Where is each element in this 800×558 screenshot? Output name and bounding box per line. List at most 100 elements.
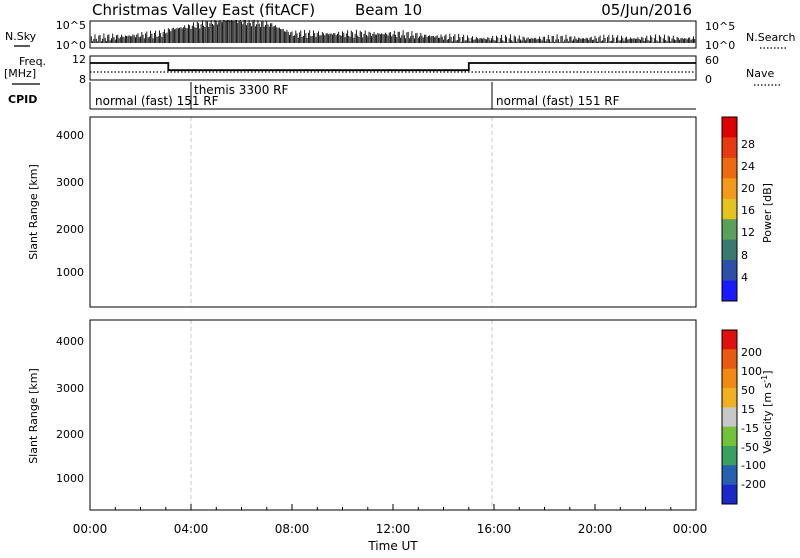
power-cb-tick-24: 24 bbox=[741, 160, 755, 173]
velocity-ytick-3000: 3000 bbox=[56, 382, 84, 395]
velocity-cb-tick-200: 200 bbox=[741, 346, 762, 359]
nsky-tick-bottom: 10^0 bbox=[56, 39, 86, 52]
cpid-label: CPID bbox=[8, 93, 37, 106]
power-ytick-4000: 4000 bbox=[56, 129, 84, 142]
x-axis: 00:00 04:00 08:00 12:00 16:00 20:00 00:0… bbox=[73, 504, 708, 553]
xtick-2000: 20:00 bbox=[578, 522, 613, 536]
nsky-frame bbox=[89, 20, 697, 49]
power-colorbar-ticks: 28 24 20 16 12 8 4 bbox=[741, 138, 755, 284]
velocity-region-0 bbox=[90, 386, 161, 406]
power-cb-tick-28: 28 bbox=[741, 138, 755, 151]
nave-label: Nave bbox=[746, 67, 774, 80]
velocity-colorbar-label-sup: -1 bbox=[760, 375, 769, 383]
power-ylabel: Slant Range [km] bbox=[27, 164, 40, 260]
xtick-1200: 12:00 bbox=[376, 522, 411, 536]
velocity-region-4 bbox=[254, 447, 325, 488]
velocity-ytick-4000: 4000 bbox=[56, 335, 84, 348]
beam-label: Beam 10 bbox=[355, 1, 422, 19]
nsky-count-bars bbox=[89, 20, 696, 43]
power-ytick-1000: 1000 bbox=[56, 266, 84, 279]
cpid-segment-1: normal (fast) 151 RF bbox=[95, 94, 219, 108]
power-cb-tick-12: 12 bbox=[741, 226, 755, 239]
velocity-region-8 bbox=[494, 425, 616, 455]
power-cb-tick-4: 4 bbox=[741, 271, 748, 284]
freq-label-line2: [MHz] bbox=[4, 67, 36, 80]
velocity-colorbar-swatch-3 bbox=[722, 388, 737, 408]
power-region-10 bbox=[582, 156, 679, 227]
power-cb-tick-8: 8 bbox=[741, 249, 748, 262]
velocity-colorbar-swatch-2 bbox=[722, 368, 737, 389]
xtick-0400: 04:00 bbox=[174, 522, 209, 536]
power-cb-tick-20: 20 bbox=[741, 182, 755, 195]
power-colorbar-swatch-0 bbox=[722, 117, 737, 138]
power-region-1 bbox=[160, 227, 199, 267]
velocity-ytick-2000: 2000 bbox=[56, 428, 84, 441]
velocity-colorbar bbox=[721, 329, 738, 505]
velocity-data bbox=[90, 359, 696, 510]
power-colorbar-swatch-2 bbox=[722, 157, 737, 179]
x-axis-tick-marks bbox=[89, 504, 697, 510]
nsky-tick-right-bottom: 10^0 bbox=[705, 39, 735, 52]
velocity-cb-tick-15: 15 bbox=[741, 403, 755, 416]
velocity-cb-tick-neg100: -100 bbox=[741, 459, 766, 472]
power-frame bbox=[89, 116, 697, 308]
power-colorbar bbox=[721, 116, 738, 302]
power-colorbar-swatch-7 bbox=[722, 260, 737, 281]
nsky-tick-right-top: 10^5 bbox=[705, 20, 735, 33]
velocity-colorbar-label: Velocity [m s-1] bbox=[760, 370, 774, 453]
velocity-colorbar-swatch-7 bbox=[722, 465, 737, 486]
power-colorbar-swatch-4 bbox=[722, 198, 737, 220]
velocity-region-5 bbox=[279, 430, 325, 448]
power-colorbar-swatch-3 bbox=[722, 178, 737, 200]
velocity-cb-tick-50: 50 bbox=[741, 384, 755, 397]
power-panel: 4000 3000 2000 1000 Slant Range [km] 28 … bbox=[27, 116, 774, 308]
power-region-6 bbox=[191, 200, 250, 227]
velocity-colorbar-label-main: Velocity [m s bbox=[761, 382, 774, 453]
velocity-colorbar-swatch-6 bbox=[722, 446, 737, 466]
xtick-0000-end: 00:00 bbox=[673, 522, 708, 536]
nsky-tick-top: 10^5 bbox=[56, 19, 86, 32]
freq-tick-top: 12 bbox=[72, 53, 86, 66]
power-colorbar-label: Power [dB] bbox=[761, 183, 774, 243]
power-region-3 bbox=[236, 227, 267, 249]
power-ytick-2000: 2000 bbox=[56, 223, 84, 236]
nsky-label: N.Sky bbox=[5, 30, 37, 43]
power-yticks: 4000 3000 2000 1000 bbox=[56, 129, 84, 279]
freq-panel: Freq. [MHz] 12 8 60 0 Nave bbox=[4, 53, 780, 86]
velocity-colorbar-label-end: ] bbox=[761, 370, 774, 374]
power-colorbar-frame bbox=[721, 116, 738, 302]
power-cb-tick-16: 16 bbox=[741, 204, 755, 217]
figure-title: Christmas Valley East (fitACF) bbox=[92, 1, 315, 19]
velocity-ylabel: Slant Range [km] bbox=[27, 368, 40, 464]
cpid-segment-2: themis 3300 RF bbox=[194, 83, 288, 97]
velocity-colorbar-frame bbox=[721, 329, 738, 505]
nsky-trace bbox=[89, 20, 696, 43]
xtick-0800: 08:00 bbox=[275, 522, 310, 536]
velocity-region-10 bbox=[90, 498, 696, 510]
power-region-8 bbox=[398, 227, 469, 267]
xtick-0000-start: 00:00 bbox=[73, 522, 108, 536]
velocity-colorbar-swatch-0 bbox=[722, 330, 737, 350]
power-region-11 bbox=[90, 295, 696, 307]
power-region-4 bbox=[254, 244, 323, 285]
power-data bbox=[90, 156, 696, 307]
velocity-region-9 bbox=[582, 359, 679, 430]
velocity-ytick-1000: 1000 bbox=[56, 472, 84, 485]
freq-frame bbox=[89, 55, 697, 81]
velocity-colorbar-swatch-8 bbox=[722, 484, 737, 505]
velocity-cb-tick-neg50: -50 bbox=[741, 441, 759, 454]
power-region-7 bbox=[362, 244, 401, 258]
freq-label-line1: Freq. bbox=[19, 55, 46, 68]
cpid-panel: CPID normal (fast) 151 RF themis 3300 RF… bbox=[8, 82, 696, 110]
velocity-region-6 bbox=[362, 447, 401, 461]
nave-tick-bottom: 0 bbox=[705, 73, 712, 86]
velocity-region-7 bbox=[398, 430, 469, 470]
power-region-9 bbox=[494, 222, 616, 252]
nsearch-label: N.Search bbox=[746, 31, 796, 44]
power-colorbar-swatch-1 bbox=[722, 137, 737, 159]
power-colorbar-swatch-6 bbox=[722, 239, 737, 261]
velocity-panel: 4000 3000 2000 1000 Slant Range [km] 200… bbox=[27, 319, 774, 511]
frequency-line bbox=[90, 62, 696, 72]
